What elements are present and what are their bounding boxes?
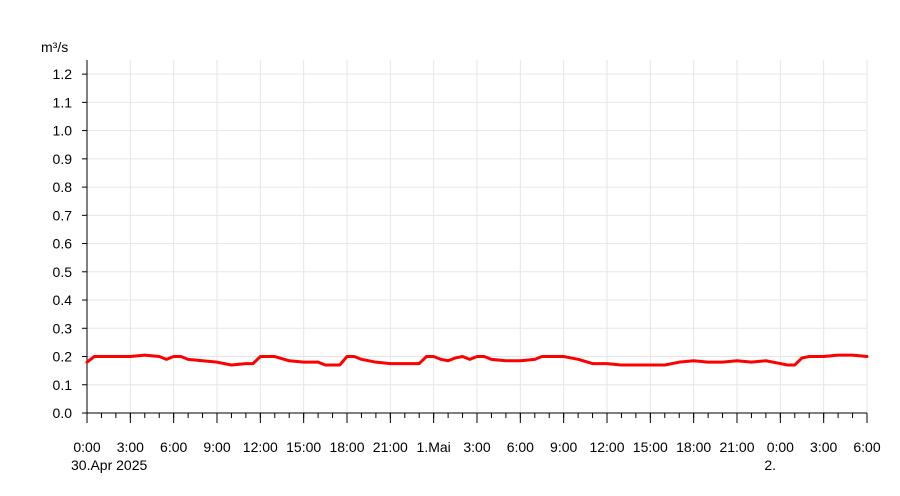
x-tick-label: 21:00 <box>373 439 408 455</box>
x-tick-label: 15:00 <box>633 439 668 455</box>
x-tick-label: 3:00 <box>117 439 144 455</box>
y-tick-label: 0.9 <box>53 151 73 167</box>
x-tick-label: 6:00 <box>160 439 187 455</box>
x-tick-label: 3:00 <box>463 439 490 455</box>
y-tick-label: 0.5 <box>53 264 73 280</box>
y-tick-label: 0.7 <box>53 207 73 223</box>
x-tick-label: 1.Mai <box>417 439 451 455</box>
y-tick-label: 0.6 <box>53 236 73 252</box>
y-axis-ticks: 0.0 0.1 0.2 0.3 0.4 0.5 0.6 0.7 0.8 0.9 1.0 1.1 1.2 <box>53 66 87 421</box>
series-line <box>85 353 869 367</box>
x-axis-ticks: 0:00 30.Apr 2025 3:00 6:00 9:00 12:00 15:00 18:… <box>71 413 881 473</box>
y-tick-label: 1.1 <box>53 94 73 110</box>
x-tick-label: 12:00 <box>243 439 278 455</box>
y-tick-label: 0.3 <box>53 320 73 336</box>
y-tick-label: 0.4 <box>53 292 73 308</box>
x-tick-sublabel: 30.Apr 2025 <box>71 457 147 473</box>
y-tick-label: 1.0 <box>53 123 73 139</box>
x-tick-label: 0:00 <box>73 439 100 455</box>
x-tick-label: 3:00 <box>810 439 837 455</box>
x-tick-label: 6:00 <box>507 439 534 455</box>
x-tick-label: 18:00 <box>329 439 364 455</box>
x-tick-label: 12:00 <box>589 439 624 455</box>
x-tick-label: 9:00 <box>550 439 577 455</box>
y-axis-unit-label: m³/s <box>41 39 68 55</box>
x-tick-label: 21:00 <box>719 439 754 455</box>
y-tick-label: 0.8 <box>53 179 73 195</box>
x-tick-label: 18:00 <box>676 439 711 455</box>
x-tick-label: 15:00 <box>286 439 321 455</box>
series-group <box>85 353 869 367</box>
y-tick-label: 1.2 <box>53 66 73 82</box>
x-tick-label: 0:00 <box>767 439 794 455</box>
y-tick-label: 0.2 <box>53 349 73 365</box>
x-tick-label: 6:00 <box>853 439 880 455</box>
x-tick-label: 9:00 <box>203 439 230 455</box>
x-tick-sublabel: 2. <box>764 457 776 473</box>
y-tick-label: 0.0 <box>53 405 73 421</box>
y-tick-label: 0.1 <box>53 377 73 393</box>
